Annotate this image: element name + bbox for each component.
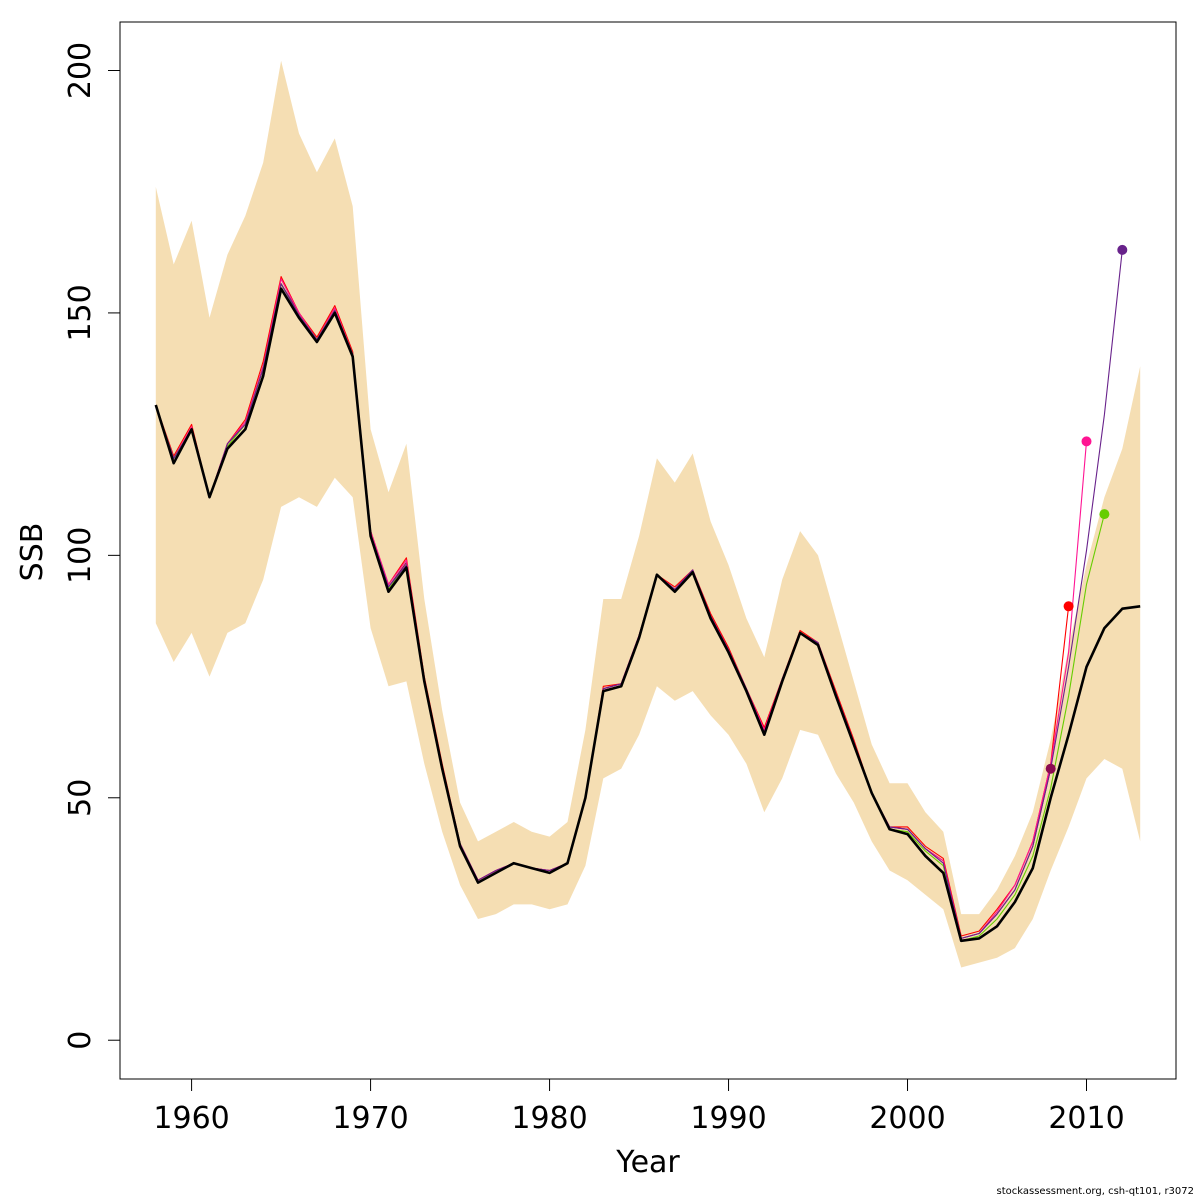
x-tick-label: 2010 bbox=[1048, 1101, 1124, 1136]
end-point-5 bbox=[1117, 244, 1128, 255]
x-tick-label: 1970 bbox=[332, 1101, 408, 1136]
y-tick-label: 150 bbox=[63, 284, 98, 341]
x-tick-label: 2000 bbox=[869, 1101, 945, 1136]
x-tick-label: 1960 bbox=[153, 1101, 229, 1136]
y-axis-title: SSB bbox=[15, 523, 50, 582]
series-line-2 bbox=[155, 276, 1070, 937]
y-tick-label: 100 bbox=[63, 527, 98, 584]
x-axis: 1960 1970 1980 1990 2000 2010 bbox=[153, 1078, 1125, 1136]
end-point-1 bbox=[1045, 763, 1056, 774]
series-lines bbox=[154, 249, 1141, 943]
y-tick-label: 50 bbox=[63, 779, 98, 817]
confidence-band-area bbox=[155, 60, 1141, 968]
footer-credit: stockassessment.org, csh-qt101, r3072 bbox=[996, 1186, 1195, 1197]
x-tick-label: 1990 bbox=[690, 1101, 766, 1136]
y-axis: 0 50 100 150 200 bbox=[63, 42, 121, 1050]
end-point-2 bbox=[1063, 601, 1074, 612]
series-end-points bbox=[1045, 244, 1128, 774]
y-tick-label: 0 bbox=[63, 1031, 98, 1050]
x-tick-label: 1980 bbox=[511, 1101, 587, 1136]
x-axis-title: Year bbox=[615, 1145, 680, 1180]
end-point-4 bbox=[1099, 509, 1110, 520]
y-tick-label: 200 bbox=[63, 42, 98, 99]
confidence-band bbox=[155, 60, 1141, 968]
series-line-main bbox=[154, 287, 1141, 943]
end-point-3 bbox=[1081, 436, 1092, 447]
